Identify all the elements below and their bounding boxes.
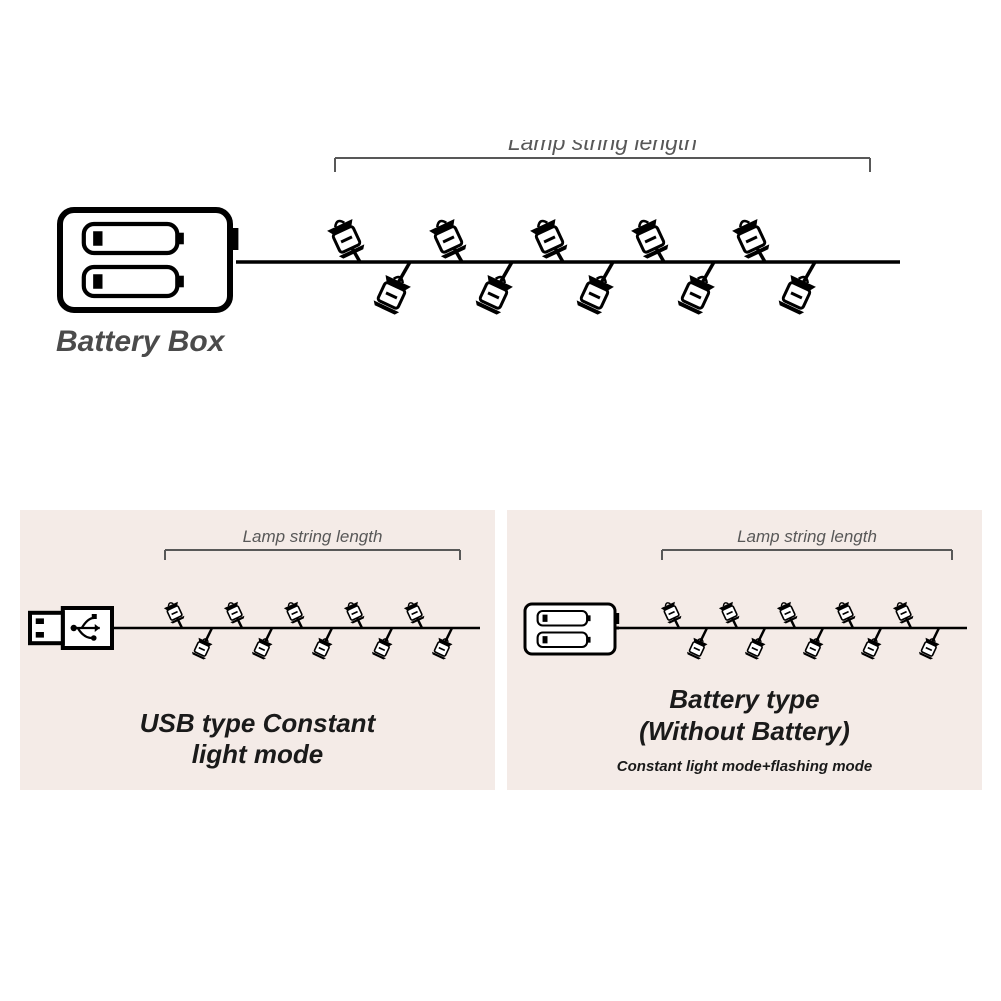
svg-text:Lamp string length: Lamp string length — [243, 530, 383, 546]
svg-text:Lamp string length: Lamp string length — [737, 530, 877, 546]
top-svg: Lamp string length — [0, 140, 1001, 440]
panel-battery-title-l1: Battery type — [669, 684, 819, 714]
panel-usb-svg: Lamp string length — [20, 530, 495, 700]
panel-usb-title-l1: USB type Constant — [140, 708, 375, 738]
panel-battery-title: Battery type (Without Battery) Constant … — [507, 684, 982, 778]
bottom-panels: Lamp string length USB type Constant lig… — [20, 510, 981, 790]
panel-battery-subtitle: Constant light mode+flashing mode — [617, 758, 872, 775]
panel-usb-title: USB type Constant light mode — [20, 708, 495, 770]
svg-text:Lamp string length: Lamp string length — [508, 140, 697, 155]
battery-box-label-text: Battery Box — [56, 325, 224, 358]
panel-usb-title-l2: light mode — [192, 739, 323, 769]
battery-box-label: Battery Box — [56, 325, 224, 359]
panel-battery-svg: Lamp string length — [507, 530, 982, 700]
top-diagram: Lamp string length Battery Box — [0, 140, 1001, 440]
panel-battery-title-l2: (Without Battery) — [639, 716, 850, 746]
panel-usb: Lamp string length USB type Constant lig… — [20, 510, 495, 790]
panel-battery: Lamp string length Battery type (Without… — [507, 510, 982, 790]
